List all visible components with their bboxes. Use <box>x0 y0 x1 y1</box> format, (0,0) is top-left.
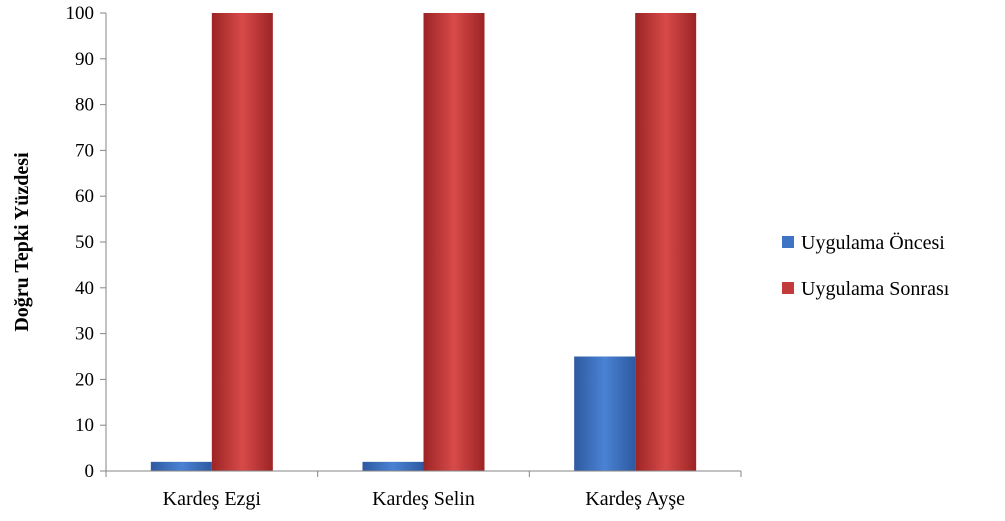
bar-after-0 <box>211 13 273 471</box>
bar-before-1 <box>362 461 424 471</box>
y-tick-label: 50 <box>75 232 94 253</box>
legend-swatch-0 <box>782 236 794 248</box>
y-tick-label: 80 <box>75 95 94 116</box>
y-tick-label: 90 <box>75 49 94 70</box>
y-tick-label: 30 <box>75 324 94 345</box>
legend: Uygulama Öncesi Uygulama Sonrası <box>782 231 950 300</box>
legend-swatch-1 <box>782 282 794 294</box>
y-axis-label: Doğru Tepki Yüzdesi <box>11 152 33 332</box>
y-tick-label: 100 <box>66 3 95 24</box>
legend-label-0: Uygulama Öncesi <box>801 231 945 254</box>
x-category-label: Kardeş Selin <box>372 488 475 510</box>
y-tick-label: 40 <box>75 278 94 299</box>
bar-before-2 <box>574 356 636 471</box>
legend-label-1: Uygulama Sonrası <box>801 278 950 300</box>
bars <box>150 13 697 471</box>
bar-before-0 <box>150 461 212 471</box>
y-tick-label: 70 <box>75 140 94 161</box>
y-axis-ticks: 0 10 20 30 40 50 60 70 80 90 100 <box>66 3 106 482</box>
y-tick-label: 10 <box>75 415 94 436</box>
y-tick-label: 0 <box>85 461 95 482</box>
x-category-label: Kardeş Ayşe <box>585 488 685 510</box>
bar-after-1 <box>423 13 485 471</box>
y-tick-label: 20 <box>75 369 94 390</box>
y-tick-label: 60 <box>75 186 94 207</box>
x-axis-labels: Kardeş Ezgi Kardeş Selin Kardeş Ayşe <box>163 488 686 510</box>
axes <box>105 13 742 477</box>
x-category-label: Kardeş Ezgi <box>163 488 262 510</box>
bar-after-2 <box>635 13 697 471</box>
